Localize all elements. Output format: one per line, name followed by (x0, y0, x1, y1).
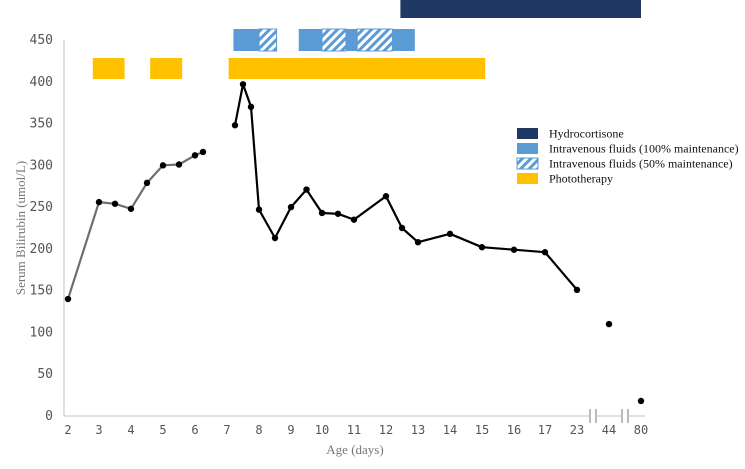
iv100-bar (392, 29, 415, 51)
series-line (66, 150, 204, 300)
gray-line-series (64, 148, 207, 303)
legend-item-phototherapy: Phototherapy (517, 172, 613, 186)
x-tick-label: 14 (443, 423, 457, 437)
data-point (334, 210, 342, 217)
y-tick-label: 50 (37, 367, 53, 382)
data-point (605, 320, 613, 328)
data-point (247, 103, 255, 111)
data-point (175, 161, 183, 168)
x-tick-label: 8 (255, 423, 262, 437)
y-tick-label: 100 (30, 325, 53, 340)
iv100-bar (346, 29, 358, 51)
legend-swatch (516, 157, 539, 170)
x-tick-label: 2 (64, 423, 71, 437)
phototherapy-bar (150, 58, 183, 79)
data-point (95, 198, 103, 206)
data-point (446, 230, 454, 238)
x-tick-label: 10 (315, 423, 329, 437)
y-tick-label: 250 (30, 200, 53, 215)
x-tick-label: 4 (127, 423, 134, 437)
axes (63, 40, 645, 417)
x-tick-label: 3 (95, 423, 102, 437)
axis-break-mark (621, 408, 629, 424)
y-axis-title: Serum Bilirubin (umol/L) (13, 161, 28, 295)
data-point (398, 224, 406, 232)
x-tick-label: 9 (287, 423, 294, 437)
treatment-bars (92, 0, 641, 79)
iv50-bar (321, 28, 347, 52)
data-point (255, 206, 263, 213)
legend-label: Hydrocortisone (549, 127, 624, 141)
x-tick-label: 7 (223, 423, 230, 437)
phototherapy-bar (92, 58, 125, 79)
x-tick-label: 16 (507, 423, 521, 437)
x-tick-label: 15 (475, 423, 489, 437)
data-point (414, 239, 422, 246)
y-tick-label: 400 (30, 75, 53, 90)
x-tick-labels: 2 3 4 5 6 7 8 9 10 11 12 13 14 15 16 17 23 44 80 (64, 423, 648, 437)
iv100-bar (233, 29, 259, 51)
black-line-series (231, 81, 581, 294)
iv100-bar (298, 29, 322, 51)
legend-label: Phototherapy (549, 172, 613, 186)
x-tick-label: 13 (411, 423, 425, 437)
x-tick-label: 11 (347, 423, 361, 437)
y-tick-label: 450 (30, 33, 53, 48)
data-point (350, 216, 358, 223)
legend-item-hydrocortisone: Hydrocortisone (517, 127, 624, 141)
phototherapy-bar (228, 58, 486, 79)
data-point (478, 244, 486, 251)
legend-item-iv100: Intravenous fluids (100% maintenance) (517, 142, 739, 156)
iv50-bar (356, 28, 393, 52)
x-tick-label: 12 (379, 423, 393, 437)
y-tick-label: 350 (30, 117, 53, 132)
x-axis-title: Age (days) (326, 442, 383, 457)
data-point (382, 193, 390, 200)
data-point (111, 200, 119, 207)
x-tick-label: 5 (159, 423, 166, 437)
black-points-series (605, 320, 645, 405)
series-line (233, 83, 578, 291)
x-tick-label: 6 (191, 423, 198, 437)
data-point (303, 186, 310, 193)
legend-item-iv50: Intravenous fluids (50% maintenance) (516, 157, 733, 171)
y-tick-label: 300 (30, 158, 53, 173)
data-series (64, 81, 645, 405)
y-tick-label: 0 (45, 409, 53, 424)
data-point (64, 295, 72, 303)
y-tick-labels: 0 50 100 150 200 250 300 350 400 450 (30, 33, 53, 424)
data-point (199, 148, 207, 156)
data-point (127, 205, 135, 212)
data-point (637, 397, 645, 405)
data-point (541, 249, 549, 256)
data-point (159, 162, 167, 169)
legend-swatch (517, 173, 538, 184)
data-point (191, 152, 199, 159)
legend-swatch (517, 143, 538, 154)
data-point (287, 203, 295, 211)
iv50-bar (258, 28, 278, 52)
x-tick-label: 80 (634, 423, 648, 437)
data-point (271, 234, 279, 242)
legend-label: Intravenous fluids (100% maintenance) (549, 142, 739, 156)
axis-breaks (589, 408, 629, 424)
x-tick-label: 44 (602, 423, 616, 437)
hydrocortisone-bar (400, 0, 641, 18)
axis-break-mark (589, 408, 597, 424)
legend-label: Intravenous fluids (50% maintenance) (549, 157, 733, 171)
data-point (573, 286, 581, 294)
y-tick-label: 200 (30, 242, 53, 257)
y-tick-label: 150 (30, 284, 53, 299)
x-tick-label: 23 (570, 423, 584, 437)
data-point (318, 209, 326, 217)
legend-swatch (517, 128, 538, 139)
data-point (231, 122, 239, 129)
x-tick-label: 17 (538, 423, 552, 437)
data-point (239, 81, 247, 88)
data-point (143, 179, 151, 187)
data-point (510, 246, 518, 253)
